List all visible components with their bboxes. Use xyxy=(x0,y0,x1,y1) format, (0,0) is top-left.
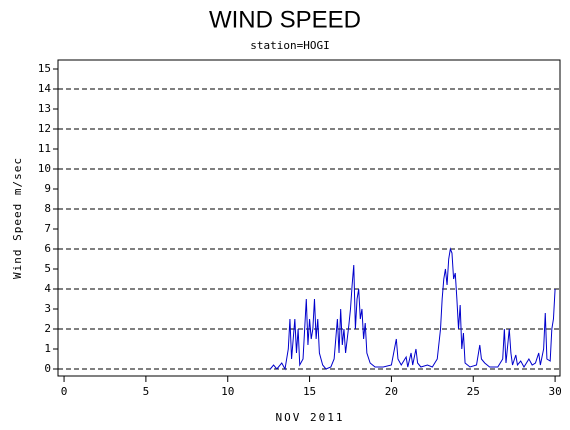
y-tick-label: 11 xyxy=(38,142,51,155)
y-tick-label: 6 xyxy=(44,242,51,255)
y-tick-label: 12 xyxy=(38,122,51,135)
y-tick-label: 4 xyxy=(44,282,51,295)
chart-subtitle: station=HOGI xyxy=(250,39,329,52)
x-axis-label: NOV 2011 xyxy=(276,411,345,424)
y-tick-label: 13 xyxy=(38,102,51,115)
x-tick-label: 30 xyxy=(548,385,561,398)
y-tick-label: 0 xyxy=(44,362,51,375)
y-tick-label: 1 xyxy=(44,342,51,355)
y-tick-label: 8 xyxy=(44,202,51,215)
plot-frame xyxy=(57,59,561,377)
x-tick-label: 5 xyxy=(143,385,150,398)
chart-title: WIND SPEED xyxy=(209,6,361,33)
x-tick-label: 15 xyxy=(303,385,316,398)
x-tick-label: 20 xyxy=(385,385,398,398)
y-axis-label: Wind Speed m/sec xyxy=(11,157,24,279)
y-tick-label: 7 xyxy=(44,222,51,235)
y-tick-label: 3 xyxy=(44,302,51,315)
y-tick-label: 14 xyxy=(38,82,52,95)
data-line xyxy=(269,247,556,371)
y-tick-label: 10 xyxy=(38,162,51,175)
y-tick-label: 5 xyxy=(44,262,51,275)
x-tick-label: 10 xyxy=(221,385,234,398)
y-tick-label: 2 xyxy=(44,322,51,335)
x-tick-label: 25 xyxy=(467,385,480,398)
x-tick-label: 0 xyxy=(61,385,68,398)
y-tick-label: 15 xyxy=(38,62,51,75)
y-tick-label: 9 xyxy=(44,182,51,195)
